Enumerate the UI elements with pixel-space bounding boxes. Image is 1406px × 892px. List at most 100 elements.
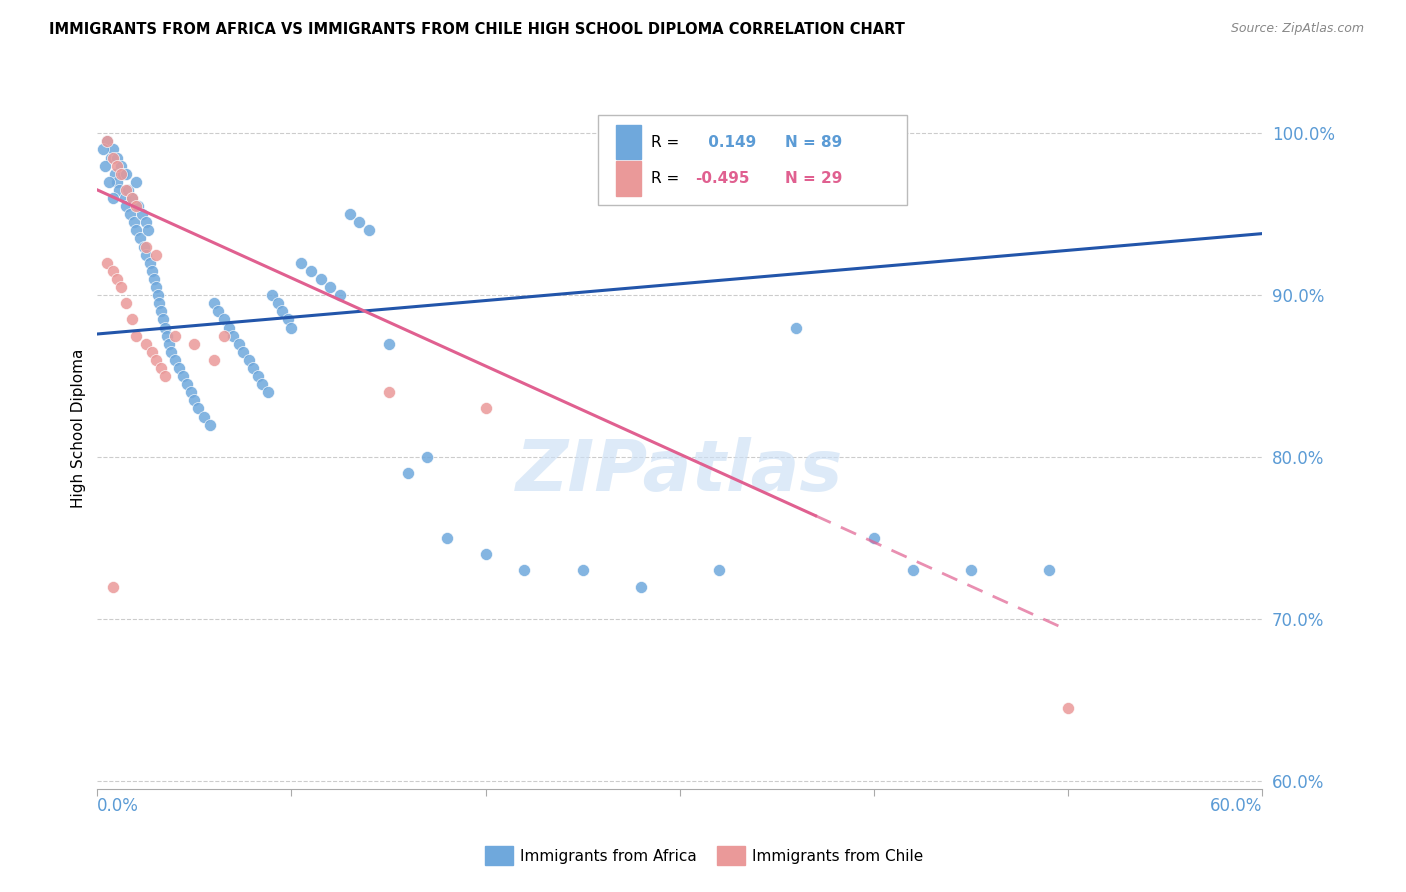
Point	[176, 377, 198, 392]
Point	[101, 191, 124, 205]
Point	[135, 239, 157, 253]
Point	[121, 191, 143, 205]
Point	[901, 563, 924, 577]
Point	[145, 280, 167, 294]
Point	[91, 143, 114, 157]
Point	[707, 563, 730, 577]
Point	[94, 159, 117, 173]
Point	[202, 296, 225, 310]
Point	[222, 328, 245, 343]
Point	[115, 199, 138, 213]
Point	[329, 288, 352, 302]
Point	[101, 264, 124, 278]
Text: Immigrants from Chile: Immigrants from Chile	[752, 849, 924, 863]
Point	[121, 191, 143, 205]
Point	[167, 361, 190, 376]
Point	[260, 288, 283, 302]
Point	[960, 563, 983, 577]
FancyBboxPatch shape	[598, 115, 907, 205]
Text: 0.149: 0.149	[703, 135, 756, 150]
Point	[212, 312, 235, 326]
Point	[114, 191, 136, 205]
Point	[513, 563, 536, 577]
Text: N = 89: N = 89	[785, 135, 842, 150]
Text: R =: R =	[651, 171, 679, 186]
Point	[155, 369, 177, 384]
Point	[142, 272, 165, 286]
Point	[110, 159, 132, 173]
Point	[198, 417, 221, 432]
Point	[127, 199, 149, 213]
Point	[98, 175, 121, 189]
Point	[125, 175, 148, 189]
Text: -0.495: -0.495	[695, 171, 749, 186]
Point	[120, 207, 142, 221]
Point	[135, 215, 157, 229]
Point	[121, 312, 143, 326]
Point	[238, 352, 260, 367]
Point	[207, 304, 229, 318]
Point	[96, 134, 118, 148]
Point	[110, 280, 132, 294]
Point	[218, 320, 240, 334]
Point	[101, 143, 124, 157]
Point	[125, 199, 148, 213]
Point	[125, 223, 148, 237]
Point	[339, 207, 361, 221]
Point	[156, 328, 179, 343]
Point	[163, 328, 186, 343]
Point	[115, 183, 138, 197]
Text: R =: R =	[651, 135, 679, 150]
Point	[110, 167, 132, 181]
Text: Immigrants from Africa: Immigrants from Africa	[520, 849, 697, 863]
Point	[349, 215, 371, 229]
Point	[115, 167, 138, 181]
Point	[131, 207, 153, 221]
Point	[122, 215, 145, 229]
Point	[139, 256, 162, 270]
Point	[125, 328, 148, 343]
Point	[96, 134, 118, 148]
Point	[242, 361, 264, 376]
Point	[359, 223, 381, 237]
Point	[136, 223, 159, 237]
Point	[111, 167, 134, 181]
Point	[396, 466, 419, 480]
Point	[141, 344, 163, 359]
Point	[232, 344, 254, 359]
Point	[436, 531, 458, 545]
Point	[474, 401, 496, 416]
Point	[193, 409, 215, 424]
Point	[377, 385, 399, 400]
Point	[105, 272, 128, 286]
Point	[862, 531, 884, 545]
Point	[290, 256, 312, 270]
Point	[160, 344, 183, 359]
Point	[212, 328, 235, 343]
Point	[183, 336, 205, 351]
Point	[277, 312, 299, 326]
Bar	[616, 161, 641, 196]
Point	[141, 264, 163, 278]
Point	[105, 175, 128, 189]
Point	[145, 352, 167, 367]
Point	[202, 352, 225, 367]
Point	[157, 336, 180, 351]
Point	[150, 361, 173, 376]
Point	[155, 320, 177, 334]
Point	[183, 393, 205, 408]
Point	[101, 151, 124, 165]
Point	[152, 312, 174, 326]
Point	[630, 580, 652, 594]
Point	[180, 385, 202, 400]
Point	[785, 320, 807, 334]
Text: 0.0%: 0.0%	[97, 797, 139, 815]
Text: ZIPatlas: ZIPatlas	[516, 437, 844, 507]
Point	[1038, 563, 1060, 577]
Point	[163, 352, 186, 367]
Point	[377, 336, 399, 351]
Point	[257, 385, 280, 400]
Point	[252, 377, 274, 392]
Y-axis label: High School Diploma: High School Diploma	[72, 349, 86, 508]
Point	[96, 256, 118, 270]
